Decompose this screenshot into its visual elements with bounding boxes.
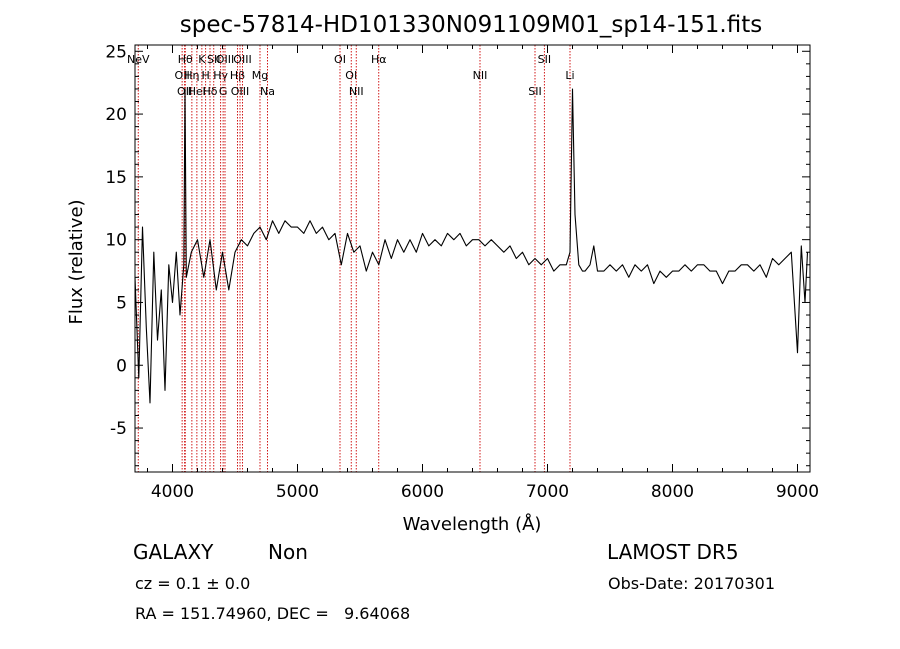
line-label: Na bbox=[260, 85, 275, 98]
y-tick-label: 0 bbox=[116, 356, 127, 376]
y-axis: -5 0 5 10 15 20 25 bbox=[105, 42, 810, 467]
y-tick-label: 15 bbox=[105, 168, 127, 188]
ra-dec-coordinates: RA = 151.74960, DEC = 9.64068 bbox=[135, 604, 411, 623]
line-label: SII bbox=[538, 53, 551, 66]
line-label: OIII bbox=[231, 85, 249, 98]
line-label: OI bbox=[345, 69, 357, 82]
y-axis-label: Flux (relative) bbox=[66, 199, 87, 324]
x-tick-label: 4000 bbox=[151, 482, 194, 502]
line-label: Hδ bbox=[202, 85, 217, 98]
line-label: Hθ bbox=[178, 53, 193, 66]
spectrum-series bbox=[134, 88, 809, 404]
line-label: OIII bbox=[233, 53, 251, 66]
object-class: GALAXY bbox=[133, 540, 214, 564]
emission-line-markers: NeVOIIOIIHθHηHeIKHHδSIIHγGOIIIHβOIIIOIII… bbox=[127, 45, 575, 472]
x-tick-label: 9000 bbox=[776, 482, 819, 502]
y-tick-label: -5 bbox=[110, 419, 127, 439]
x-tick-label: 6000 bbox=[401, 482, 444, 502]
plot-frame bbox=[134, 44, 811, 473]
y-tick-label: 20 bbox=[105, 105, 127, 125]
line-label: SII bbox=[528, 85, 541, 98]
redshift-cz: cz = 0.1 ± 0.0 bbox=[135, 574, 251, 593]
line-label: OIII bbox=[216, 53, 234, 66]
line-label: K bbox=[198, 53, 206, 66]
line-label: NII bbox=[473, 69, 488, 82]
line-label: Hβ bbox=[230, 69, 245, 82]
object-subclass: Non bbox=[268, 540, 308, 564]
line-label: NII bbox=[349, 85, 364, 98]
observation-date: Obs-Date: 20170301 bbox=[608, 574, 776, 593]
line-label: Hη bbox=[184, 69, 199, 82]
y-tick-label: 25 bbox=[105, 42, 127, 62]
x-axis-label: Wavelength (Å) bbox=[403, 513, 542, 535]
line-label: OII bbox=[175, 69, 190, 82]
line-label: Mg bbox=[252, 69, 268, 82]
x-tick-label: 5000 bbox=[276, 482, 319, 502]
x-tick-label: 7000 bbox=[526, 482, 569, 502]
x-tick-label: 8000 bbox=[651, 482, 694, 502]
y-tick-label: 5 bbox=[116, 293, 127, 313]
spectrum-line-0 bbox=[134, 88, 809, 404]
line-label: Li bbox=[565, 69, 574, 82]
line-label: H bbox=[201, 69, 209, 82]
line-label: SII bbox=[207, 53, 220, 66]
line-label: Hγ bbox=[213, 69, 228, 82]
line-label: G bbox=[219, 85, 228, 98]
survey-name: LAMOST DR5 bbox=[607, 540, 739, 564]
line-label: NeV bbox=[127, 53, 150, 66]
line-label: Hα bbox=[371, 53, 387, 66]
line-label: OI bbox=[334, 53, 346, 66]
chart-title: spec-57814-HD101330N091109M01_sp14-151.f… bbox=[180, 12, 762, 38]
x-axis: 4000 5000 6000 7000 8000 9000 bbox=[147, 45, 819, 502]
y-tick-label: 10 bbox=[105, 231, 127, 251]
